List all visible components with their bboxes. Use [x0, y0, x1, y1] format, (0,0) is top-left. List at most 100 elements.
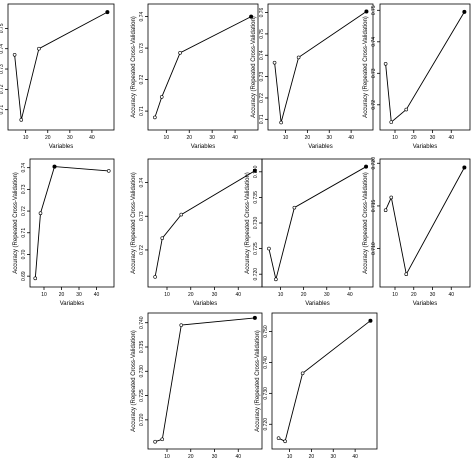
- plot-frame: [379, 158, 471, 288]
- x-tick-label: 10: [164, 454, 170, 459]
- y-tick-label: 0.750: [263, 325, 269, 338]
- chart-panel-5: 0.69 0.70 0.71 0.72 0.73 0.74 10 20 30 40 Variable…: [13, 158, 115, 307]
- data-point: [283, 439, 287, 444]
- data-point: [37, 46, 41, 51]
- series-line: [154, 16, 252, 118]
- y-tick-label: 0.74: [139, 177, 145, 187]
- y-tick-label: 0.740: [139, 316, 145, 329]
- data-point: [383, 62, 388, 66]
- chart-panel-6: 0.72 0.73 0.74 10 20 30 40 Variables Accuracy (R…: [131, 158, 263, 307]
- x-tick-label: 20: [411, 135, 417, 141]
- data-point: [19, 118, 24, 122]
- plot-frame: [267, 3, 374, 131]
- chart-panel-7: 0.720 0.725 0.730 0.735 0.740 10 20 30 40 Variabl…: [245, 158, 374, 307]
- data-point: [274, 277, 278, 282]
- y-tick-label: 0.73: [0, 64, 5, 74]
- y-tick-label: 0.725: [139, 389, 145, 402]
- plot-frame: [7, 3, 115, 131]
- chart-panel-10: 0.7200.7300.7400.75010203040VariablesAcc…: [255, 312, 378, 459]
- x-tick-label: 30: [430, 292, 436, 298]
- data-point: [153, 275, 157, 279]
- y-tick-label: 0.73: [259, 72, 265, 82]
- y-tick-label: 0.720: [253, 268, 259, 281]
- x-tick-label: 40: [348, 135, 354, 141]
- y-tick-label: 0.73: [371, 68, 377, 78]
- y-tick-label: 0.69: [21, 271, 27, 281]
- x-tick-label: 10: [287, 454, 293, 459]
- y-tick-label: 0.73: [139, 43, 145, 53]
- x-axis-label: Variables: [413, 144, 438, 150]
- x-tick-label: 20: [309, 454, 315, 459]
- x-tick-label: 20: [59, 292, 65, 298]
- y-tick-label: 0.74: [21, 163, 27, 173]
- chart-panel-4: 0.72 0.73 0.74 0.75 10 20 30 40 Variables Accurac…: [363, 3, 471, 150]
- y-axis-label: Accuracy (Repeated Cross-Validation): [363, 172, 369, 274]
- y-tick-label: 0.72: [21, 206, 27, 216]
- x-axis-label: Variables: [60, 301, 85, 307]
- best-data-point: [462, 9, 467, 14]
- y-tick-label: 0.735: [253, 191, 259, 204]
- x-tick-label: 30: [209, 135, 215, 141]
- x-axis-label: Variables: [191, 144, 216, 150]
- y-tick-label: 0.735: [139, 341, 145, 354]
- x-tick-label: 10: [164, 292, 170, 298]
- x-tick-label: 20: [188, 454, 194, 459]
- data-point: [106, 169, 111, 173]
- y-axis-label: Accuracy (Repeated Cross-Validation): [131, 16, 137, 118]
- data-point: [404, 107, 409, 112]
- x-tick-label: 40: [94, 292, 100, 298]
- y-tick-label: 0.72: [259, 93, 265, 103]
- x-tick-label: 10: [23, 135, 29, 141]
- x-axis-label: Variables: [49, 144, 74, 150]
- data-point: [300, 371, 305, 376]
- y-axis-label: Accuracy (Repeated Cross-Validation): [255, 330, 261, 432]
- y-tick-label: 0.720: [263, 418, 269, 431]
- series-line: [274, 11, 367, 123]
- plot-frame: [379, 3, 471, 131]
- x-tick-label: 30: [330, 454, 336, 459]
- best-data-point: [252, 168, 257, 173]
- plot-frame: [271, 312, 378, 450]
- data-point: [296, 55, 301, 60]
- x-axis-label: Variables: [193, 301, 218, 307]
- series-line: [385, 167, 465, 276]
- y-tick-label: 0.76: [259, 7, 265, 17]
- y-tick-label: 0.74: [259, 50, 265, 60]
- x-tick-label: 20: [45, 135, 51, 141]
- series-line: [154, 317, 255, 443]
- y-tick-label: 0.730: [253, 217, 259, 230]
- best-data-point: [105, 10, 110, 15]
- y-tick-label: 0.71: [139, 106, 145, 116]
- y-tick-label: 0.730: [139, 365, 145, 378]
- y-tick-label: 0.71: [21, 228, 27, 238]
- x-axis-label: Variables: [413, 301, 438, 307]
- best-data-point: [52, 164, 57, 169]
- best-data-point: [368, 318, 373, 323]
- y-tick-label: 0.72: [139, 245, 145, 255]
- x-tick-label: 40: [448, 292, 454, 298]
- x-tick-label: 20: [411, 292, 417, 298]
- y-tick-label: 0.75: [259, 29, 265, 39]
- data-point: [179, 212, 184, 217]
- data-point: [389, 195, 394, 200]
- x-tick-label: 10: [283, 135, 289, 141]
- x-tick-label: 40: [232, 135, 238, 141]
- y-tick-label: 0.720: [371, 157, 377, 170]
- x-tick-label: 10: [164, 135, 170, 141]
- y-axis-label: Accuracy (Repeated Cross-Validation): [131, 330, 137, 432]
- y-tick-label: 0.71: [0, 105, 5, 115]
- chart-panel-2: 0.71 0.72 0.73 0.74 10 20 30 40 Variables Accurac…: [131, 3, 259, 150]
- chart-panel-9: 0.7200.7250.7300.7350.74010203040Variabl…: [131, 312, 263, 459]
- series-line: [385, 11, 465, 123]
- data-point: [178, 51, 182, 55]
- data-point: [276, 436, 281, 440]
- data-point: [383, 208, 388, 212]
- chart-panel-3: 0.71 0.72 0.73 0.74 0.75 0.76 10 20 30 40 Variable…: [251, 3, 374, 150]
- x-tick-label: 40: [448, 135, 454, 141]
- y-axis-label: Accuracy (Repeated Cross-Validation): [13, 172, 19, 274]
- y-tick-label: 0.730: [263, 387, 269, 400]
- series-line: [278, 320, 371, 442]
- y-tick-label: 0.72: [139, 75, 145, 85]
- y-tick-label: 0.72: [0, 84, 5, 94]
- x-tick-label: 30: [212, 454, 218, 459]
